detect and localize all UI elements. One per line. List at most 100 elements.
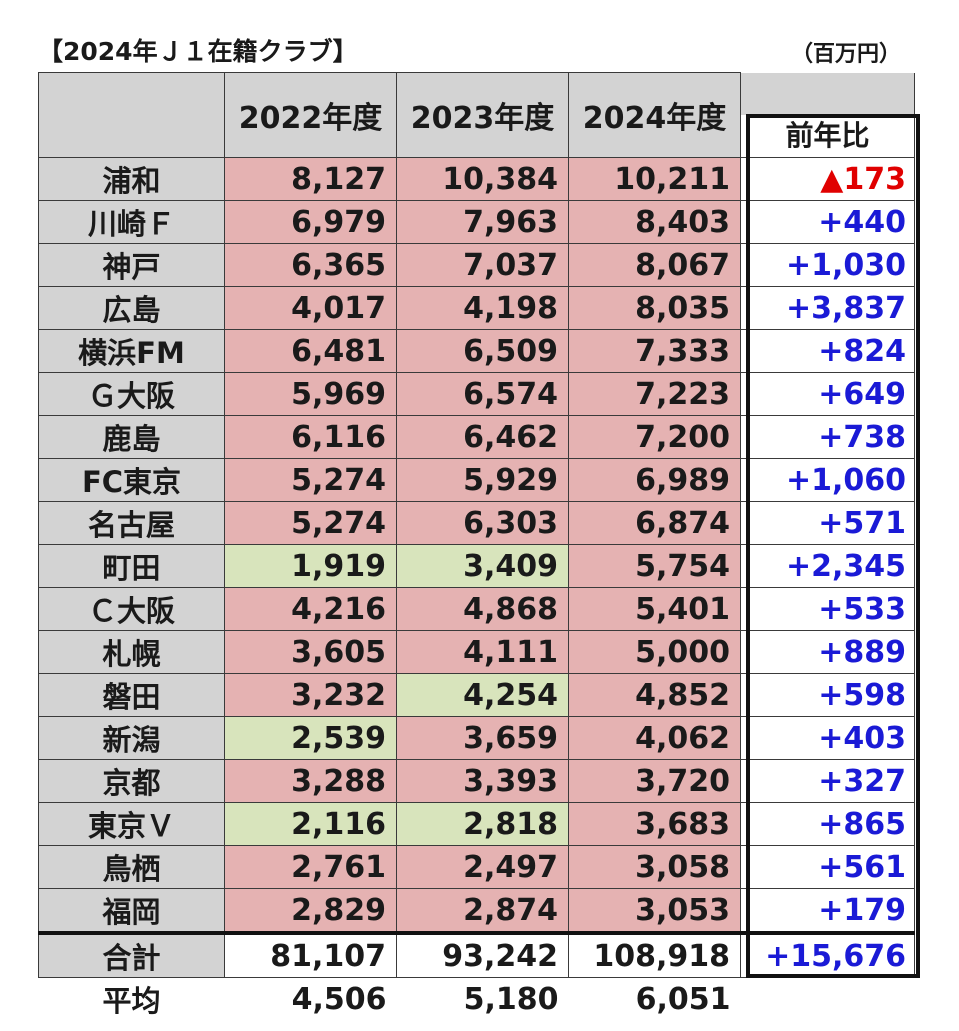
club-name: 広島 — [38, 286, 225, 330]
club-name: 札幌 — [38, 630, 225, 674]
value-cell: 10,384 — [396, 157, 569, 201]
club-name: FC東京 — [38, 458, 225, 502]
value-cell: 3,288 — [224, 759, 397, 803]
yoy-cell: +1,060 — [740, 458, 915, 502]
table-row: 町田 1,919 3,409 5,754 +2,345 — [38, 544, 915, 588]
club-name: 横浜FM — [38, 329, 225, 373]
value-cell: 5,754 — [568, 544, 741, 588]
average-value: 5,180 — [396, 977, 569, 1020]
value-cell: 2,761 — [224, 845, 397, 889]
table-row: 浦和 8,127 10,384 10,211 ▲173 — [38, 157, 915, 201]
club-name: 京都 — [38, 759, 225, 803]
yoy-cell: +1,030 — [740, 243, 915, 287]
value-cell: 8,035 — [568, 286, 741, 330]
value-cell: 6,574 — [396, 372, 569, 416]
header-row: 2022年度 2023年度 2024年度 前年比 — [38, 72, 915, 158]
value-cell: 6,303 — [396, 501, 569, 545]
yoy-cell: +598 — [740, 673, 915, 717]
table-row: 東京Ｖ 2,116 2,818 3,683 +865 — [38, 802, 915, 846]
value-cell: 3,720 — [568, 759, 741, 803]
value-cell: 3,053 — [568, 888, 741, 934]
table-row: 京都 3,288 3,393 3,720 +327 — [38, 759, 915, 803]
value-cell: 2,874 — [396, 888, 569, 934]
value-cell: 8,067 — [568, 243, 741, 287]
yoy-cell: +738 — [740, 415, 915, 459]
average-empty — [740, 977, 915, 1020]
table-row: Ｃ大阪 4,216 4,868 5,401 +533 — [38, 587, 915, 631]
average-value: 6,051 — [568, 977, 741, 1020]
value-cell: 1,919 — [224, 544, 397, 588]
club-name: 東京Ｖ — [38, 802, 225, 846]
average-value: 4,506 — [224, 977, 397, 1020]
value-cell: 5,929 — [396, 458, 569, 502]
yoy-cell: +561 — [740, 845, 915, 889]
table-row: 札幌 3,605 4,111 5,000 +889 — [38, 630, 915, 674]
value-cell: 7,037 — [396, 243, 569, 287]
table-row: FC東京 5,274 5,929 6,989 +1,060 — [38, 458, 915, 502]
club-name: 新潟 — [38, 716, 225, 760]
value-cell: 6,509 — [396, 329, 569, 373]
club-name: 名古屋 — [38, 501, 225, 545]
value-cell: 4,216 — [224, 587, 397, 631]
value-cell: 3,605 — [224, 630, 397, 674]
value-cell: 8,127 — [224, 157, 397, 201]
total-yoy: +15,676 — [740, 931, 915, 978]
value-cell: 4,254 — [396, 673, 569, 717]
value-cell: 7,223 — [568, 372, 741, 416]
value-cell: 4,111 — [396, 630, 569, 674]
club-name: 鹿島 — [38, 415, 225, 459]
club-name: Ｇ大阪 — [38, 372, 225, 416]
club-name: 町田 — [38, 544, 225, 588]
yoy-cell: +440 — [740, 200, 915, 244]
yoy-cell: +2,345 — [740, 544, 915, 588]
header-2022: 2022年度 — [224, 72, 397, 158]
table-row: 磐田 3,232 4,254 4,852 +598 — [38, 673, 915, 717]
value-cell: 3,683 — [568, 802, 741, 846]
club-name: 川崎Ｆ — [38, 200, 225, 244]
value-cell: 2,539 — [224, 716, 397, 760]
value-cell: 5,401 — [568, 587, 741, 631]
total-value: 81,107 — [224, 931, 397, 978]
value-cell: 3,393 — [396, 759, 569, 803]
value-cell: 6,116 — [224, 415, 397, 459]
yoy-cell: ▲173 — [740, 157, 915, 201]
value-cell: 4,198 — [396, 286, 569, 330]
value-cell: 7,333 — [568, 329, 741, 373]
value-cell: 3,232 — [224, 673, 397, 717]
value-cell: 3,409 — [396, 544, 569, 588]
value-cell: 3,659 — [396, 716, 569, 760]
value-cell: 6,365 — [224, 243, 397, 287]
average-row: 平均 4,506 5,180 6,051 — [38, 977, 915, 1020]
table-row: 川崎Ｆ 6,979 7,963 8,403 +440 — [38, 200, 915, 244]
yoy-cell: +649 — [740, 372, 915, 416]
yoy-cell: +824 — [740, 329, 915, 373]
value-cell: 7,963 — [396, 200, 569, 244]
table-row: 福岡 2,829 2,874 3,053 +179 — [38, 888, 915, 934]
value-cell: 4,062 — [568, 716, 741, 760]
total-label: 合計 — [38, 931, 225, 978]
value-cell: 2,829 — [224, 888, 397, 934]
table-title: 【2024年Ｊ１在籍クラブ】 — [38, 37, 358, 66]
value-cell: 10,211 — [568, 157, 741, 201]
club-name: 神戸 — [38, 243, 225, 287]
value-cell: 8,403 — [568, 200, 741, 244]
value-cell: 2,818 — [396, 802, 569, 846]
value-cell: 7,200 — [568, 415, 741, 459]
total-row: 合計 81,107 93,242 108,918 +15,676 — [38, 931, 915, 978]
club-name: 磐田 — [38, 673, 225, 717]
value-cell: 6,979 — [224, 200, 397, 244]
club-name: 福岡 — [38, 888, 225, 934]
table-row: 鳥栖 2,761 2,497 3,058 +561 — [38, 845, 915, 889]
header-2023: 2023年度 — [396, 72, 569, 158]
table-row: 鹿島 6,116 6,462 7,200 +738 — [38, 415, 915, 459]
value-cell: 3,058 — [568, 845, 741, 889]
average-label: 平均 — [38, 977, 225, 1020]
value-cell: 2,116 — [224, 802, 397, 846]
value-cell: 4,852 — [568, 673, 741, 717]
club-name: 鳥栖 — [38, 845, 225, 889]
value-cell: 6,989 — [568, 458, 741, 502]
table-row: 新潟 2,539 3,659 4,062 +403 — [38, 716, 915, 760]
value-cell: 5,000 — [568, 630, 741, 674]
value-cell: 4,017 — [224, 286, 397, 330]
value-cell: 6,481 — [224, 329, 397, 373]
